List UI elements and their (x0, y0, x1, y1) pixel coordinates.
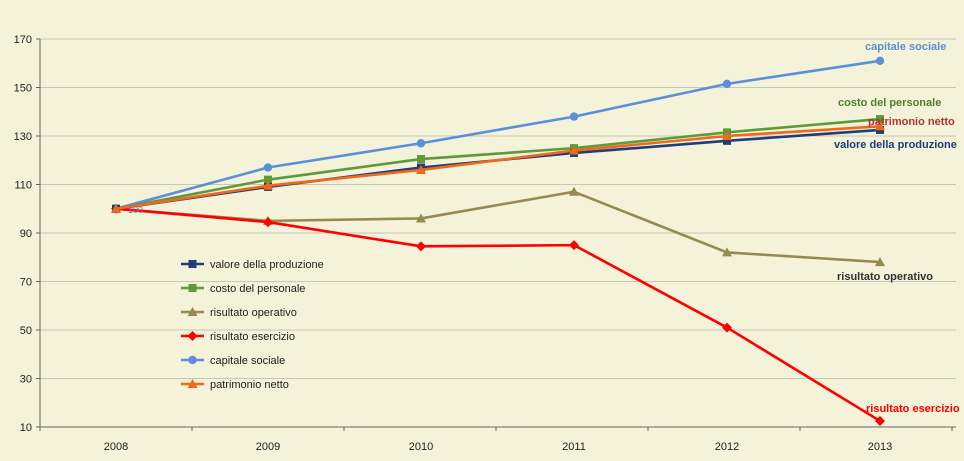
legend-marker (188, 260, 197, 268)
y-tick-label: 150 (14, 83, 32, 95)
series-end-label: costo del personale (838, 97, 941, 109)
series-end-label: capitale sociale (865, 41, 946, 53)
data-point (875, 257, 885, 267)
data-point (722, 247, 732, 257)
series-end-label: risultato operativo (837, 271, 933, 283)
x-tick-label: 2012 (715, 441, 739, 453)
x-tick-label: 2011 (562, 441, 586, 453)
data-point (263, 163, 273, 172)
data-point (723, 136, 731, 145)
legend-marker (187, 379, 198, 388)
data-point (722, 322, 732, 333)
legend-marker (188, 284, 197, 292)
data-point (416, 139, 426, 148)
y-tick-label: 110 (14, 180, 32, 192)
legend-entry: risultato esercizio (210, 331, 295, 343)
series-lines (111, 56, 885, 426)
data-point (263, 217, 273, 228)
data-point (875, 121, 885, 131)
legend-marker (187, 331, 198, 341)
legend-entry: valore della produzione (210, 259, 324, 271)
data-point (875, 415, 885, 426)
axes: 10 30 50 70 90 110 130 150 170 2008 2009 2010 2011 20… (14, 34, 956, 453)
data-point (111, 203, 121, 213)
y-tick-label: 70 (20, 277, 32, 289)
data-point (569, 186, 579, 196)
data-point (875, 56, 885, 66)
series-end-label: patrimonio netto (868, 116, 955, 128)
data-point (416, 213, 426, 223)
legend-marker (188, 355, 197, 365)
y-tick-label: 30 (20, 374, 32, 386)
data-point (876, 115, 884, 124)
data-point (569, 240, 579, 251)
y-tick-label: 130 (14, 131, 32, 143)
legend-entry: risultato operativo (210, 307, 297, 319)
y-tick-label: 10 (20, 422, 32, 434)
series-end-label: valore della produzione (834, 139, 957, 151)
data-label: 100 (128, 205, 143, 215)
data-point (569, 145, 579, 155)
legend-marker (187, 307, 198, 316)
data-point (263, 180, 273, 190)
series-line (115, 59, 881, 211)
series-end-label: risultato esercizio (866, 403, 960, 415)
x-tick-label: 2009 (256, 441, 280, 453)
data-point (416, 164, 426, 174)
data-point (569, 112, 579, 121)
x-tick-label: 2008 (104, 441, 128, 453)
legend: valore della produzione costo del persona… (181, 259, 324, 391)
legend-entry: costo del personale (210, 283, 305, 295)
data-labels: 100 (128, 205, 143, 215)
series-line (115, 207, 881, 423)
data-point (722, 79, 732, 89)
data-point (417, 155, 425, 164)
y-tick-label: 50 (20, 325, 32, 337)
data-point (722, 131, 732, 140)
legend-entry: capitale sociale (210, 355, 285, 367)
data-point (264, 175, 272, 184)
series-end-labels: capitale sociale costo del personale patri… (834, 41, 960, 415)
y-tick-label: 90 (20, 228, 32, 240)
legend-entry: patrimonio netto (210, 379, 289, 391)
series-line (115, 125, 881, 211)
series-line (115, 117, 881, 211)
data-point (416, 241, 426, 252)
x-tick-label: 2010 (409, 441, 433, 453)
y-tick-label: 170 (14, 34, 32, 46)
x-tick-label: 2013 (868, 441, 892, 453)
